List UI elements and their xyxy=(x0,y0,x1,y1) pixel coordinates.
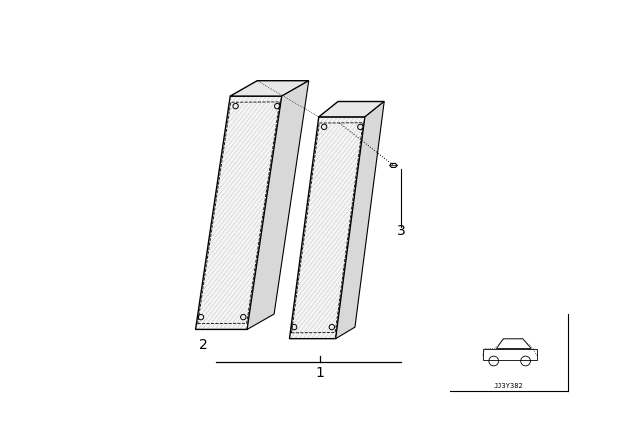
Text: 3: 3 xyxy=(397,224,406,238)
Polygon shape xyxy=(289,117,365,339)
Polygon shape xyxy=(196,96,282,329)
Text: 1: 1 xyxy=(316,366,324,380)
Polygon shape xyxy=(247,81,308,329)
Text: JJ3Y382: JJ3Y382 xyxy=(494,383,524,389)
Polygon shape xyxy=(230,81,308,96)
Text: 2: 2 xyxy=(199,338,207,352)
Polygon shape xyxy=(319,102,384,117)
Polygon shape xyxy=(336,102,384,339)
